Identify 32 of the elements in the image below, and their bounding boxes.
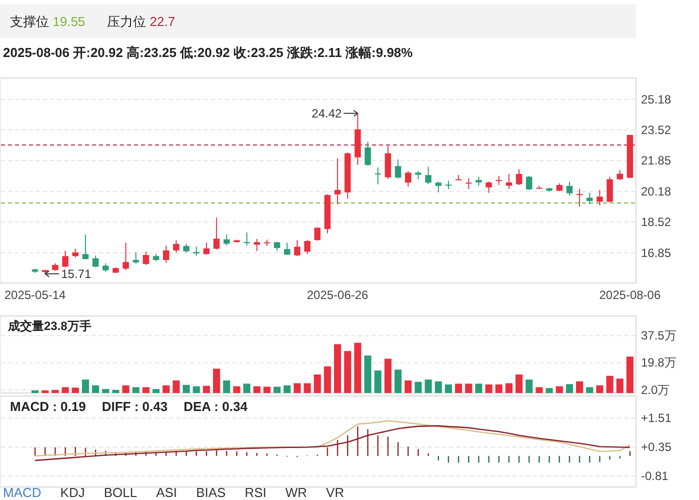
annotation: VR — [326, 485, 344, 500]
x-tick-label: 2025-05-14 — [4, 288, 66, 302]
annotation: MACD — [3, 485, 42, 500]
text: 压力位 22.7 — [107, 14, 176, 29]
chart-title: 成交量23.8万手 — [7, 319, 92, 333]
y-tick-label: 2.0万 — [641, 382, 670, 397]
annotation: KDJ — [60, 485, 85, 500]
y-tick-label: 25.18 — [641, 92, 672, 106]
y-tick-label: 37.5万 — [641, 328, 676, 343]
annotation: WR — [285, 485, 308, 500]
annotation: 15.71 — [61, 266, 92, 281]
annotation: RSI — [244, 485, 266, 500]
y-tick-label: 20.18 — [641, 184, 672, 198]
annotation: BOLL — [104, 485, 138, 500]
annotation: 24.42 — [312, 106, 342, 120]
y-tick-label: 16.85 — [641, 246, 672, 260]
y-tick-label: 19.8万 — [641, 356, 676, 370]
x-tick-label: 2025-06-26 — [306, 288, 369, 302]
y-tick-label: 21.85 — [641, 154, 672, 168]
text: 支撑位 19.55 — [10, 14, 86, 29]
annotation: DIFF : 0.43 — [102, 399, 168, 414]
annotation: DEA : 0.34 — [184, 399, 248, 414]
annotation: MACD : 0.19 — [10, 399, 86, 414]
y-tick-label: +0.35 — [641, 440, 672, 454]
y-tick-label: 18.52 — [641, 215, 672, 230]
annotation: BIAS — [196, 485, 226, 500]
chart-subtitle: 2025-08-06 开:20.92 高:23.25 低:20.92 收:23.25 涨跌:2.11 涨幅:9.98% — [3, 45, 414, 60]
y-tick-label: -0.81 — [641, 469, 669, 484]
y-tick-label: 23.52 — [641, 122, 672, 137]
x-tick-label: 2025-08-06 — [599, 288, 661, 302]
y-tick-label: +1.51 — [641, 411, 672, 426]
annotation: ASI — [156, 485, 178, 500]
